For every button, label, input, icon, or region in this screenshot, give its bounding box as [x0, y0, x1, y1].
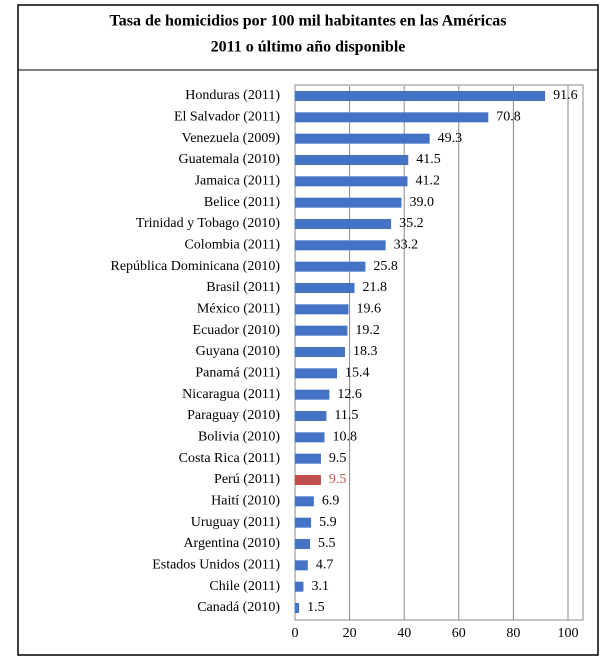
y-tick-label: Jamaica (2011)	[195, 174, 281, 189]
bar	[295, 176, 408, 187]
bar	[295, 304, 349, 315]
y-tick-label: Honduras (2011)	[185, 88, 280, 103]
y-tick-label: Brasil (2011)	[206, 280, 280, 295]
value-label: 33.2	[394, 238, 419, 253]
y-tick-label: Paraguay (2010)	[187, 408, 280, 423]
value-label: 49.3	[438, 131, 463, 146]
bar	[295, 368, 338, 379]
bar	[295, 517, 312, 528]
bar	[295, 347, 345, 357]
frame	[17, 4, 599, 656]
value-label: 21.8	[363, 280, 388, 295]
x-tick-label: 80	[506, 626, 520, 641]
y-tick-label: Nicaragua (2011)	[182, 387, 280, 402]
y-tick-label: Colombia (2011)	[184, 238, 280, 253]
bar	[295, 432, 325, 443]
value-label: 6.9	[322, 494, 340, 509]
y-tick-label: Canadá (2010)	[197, 600, 280, 615]
value-label: 35.2	[399, 216, 424, 231]
bar	[295, 411, 327, 421]
x-tick-label: 60	[452, 626, 466, 641]
bar	[295, 197, 402, 208]
x-tick-label: 0	[292, 626, 299, 641]
value-label: 11.5	[334, 408, 358, 423]
value-label: 15.4	[345, 366, 370, 381]
value-label: 9.5	[329, 451, 347, 466]
y-tick-label: Uruguay (2011)	[191, 515, 281, 530]
value-label: 91.6	[553, 88, 578, 103]
value-label: 19.6	[357, 302, 382, 317]
y-tick-label: Haití (2010)	[211, 494, 280, 509]
bar	[295, 283, 355, 293]
y-tick-label: República Dominicana (2010)	[110, 259, 280, 274]
y-tick-label: Guyana (2010)	[196, 344, 281, 359]
chart-subtitle: 2011 o último año disponible	[211, 39, 406, 56]
bar	[295, 261, 366, 272]
value-label: 19.2	[355, 323, 380, 338]
y-tick-label: Panamá (2011)	[195, 366, 280, 381]
y-tick-label: Estados Unidos (2011)	[152, 558, 280, 573]
y-tick-label: El Salvador (2011)	[174, 110, 280, 125]
value-label: 41.2	[415, 174, 440, 189]
value-label: 1.5	[307, 600, 325, 615]
bar	[295, 325, 348, 336]
value-label: 10.8	[332, 430, 357, 445]
bar	[295, 603, 300, 613]
bar	[295, 133, 430, 144]
bar	[295, 496, 314, 507]
bar	[295, 453, 321, 464]
y-tick-label: Belice (2011)	[204, 195, 280, 210]
y-tick-label: Chile (2011)	[209, 579, 280, 594]
bar	[295, 155, 409, 165]
value-label: 4.7	[316, 558, 334, 573]
bar	[295, 112, 489, 123]
value-label: 3.1	[311, 579, 329, 594]
bar	[295, 581, 304, 592]
value-label: 25.8	[373, 259, 398, 274]
value-label: 41.5	[416, 152, 441, 167]
y-tick-label: Trinidad y Tobago (2010)	[136, 216, 280, 231]
y-tick-label: Guatemala (2010)	[179, 152, 281, 167]
y-tick-label: Argentina (2010)	[183, 536, 280, 551]
bar	[295, 475, 321, 485]
y-tick-label: México (2011)	[197, 302, 280, 317]
x-tick-label: 40	[397, 626, 411, 641]
value-label: 9.5	[329, 472, 347, 487]
y-tick-label: Perú (2011)	[214, 472, 280, 487]
bar	[295, 91, 546, 101]
bar	[295, 240, 386, 251]
value-label: 12.6	[337, 387, 362, 402]
value-label: 5.5	[318, 536, 336, 551]
bar	[295, 539, 311, 549]
y-tick-label: Bolivia (2010)	[198, 430, 280, 445]
chart-title: Tasa de homicidios por 100 mil habitante…	[110, 13, 507, 30]
value-label: 70.8	[496, 110, 521, 125]
value-label: 5.9	[319, 515, 337, 530]
y-tick-label: Costa Rica (2011)	[179, 451, 281, 466]
x-tick-label: 100	[558, 626, 579, 641]
y-tick-label: Venezuela (2009)	[182, 131, 281, 146]
bar	[295, 389, 330, 400]
value-label: 18.3	[353, 344, 378, 359]
bar	[295, 560, 308, 571]
y-tick-label: Ecuador (2010)	[193, 323, 281, 338]
bar	[295, 219, 392, 229]
value-label: 39.0	[409, 195, 434, 210]
x-tick-label: 20	[343, 626, 357, 641]
